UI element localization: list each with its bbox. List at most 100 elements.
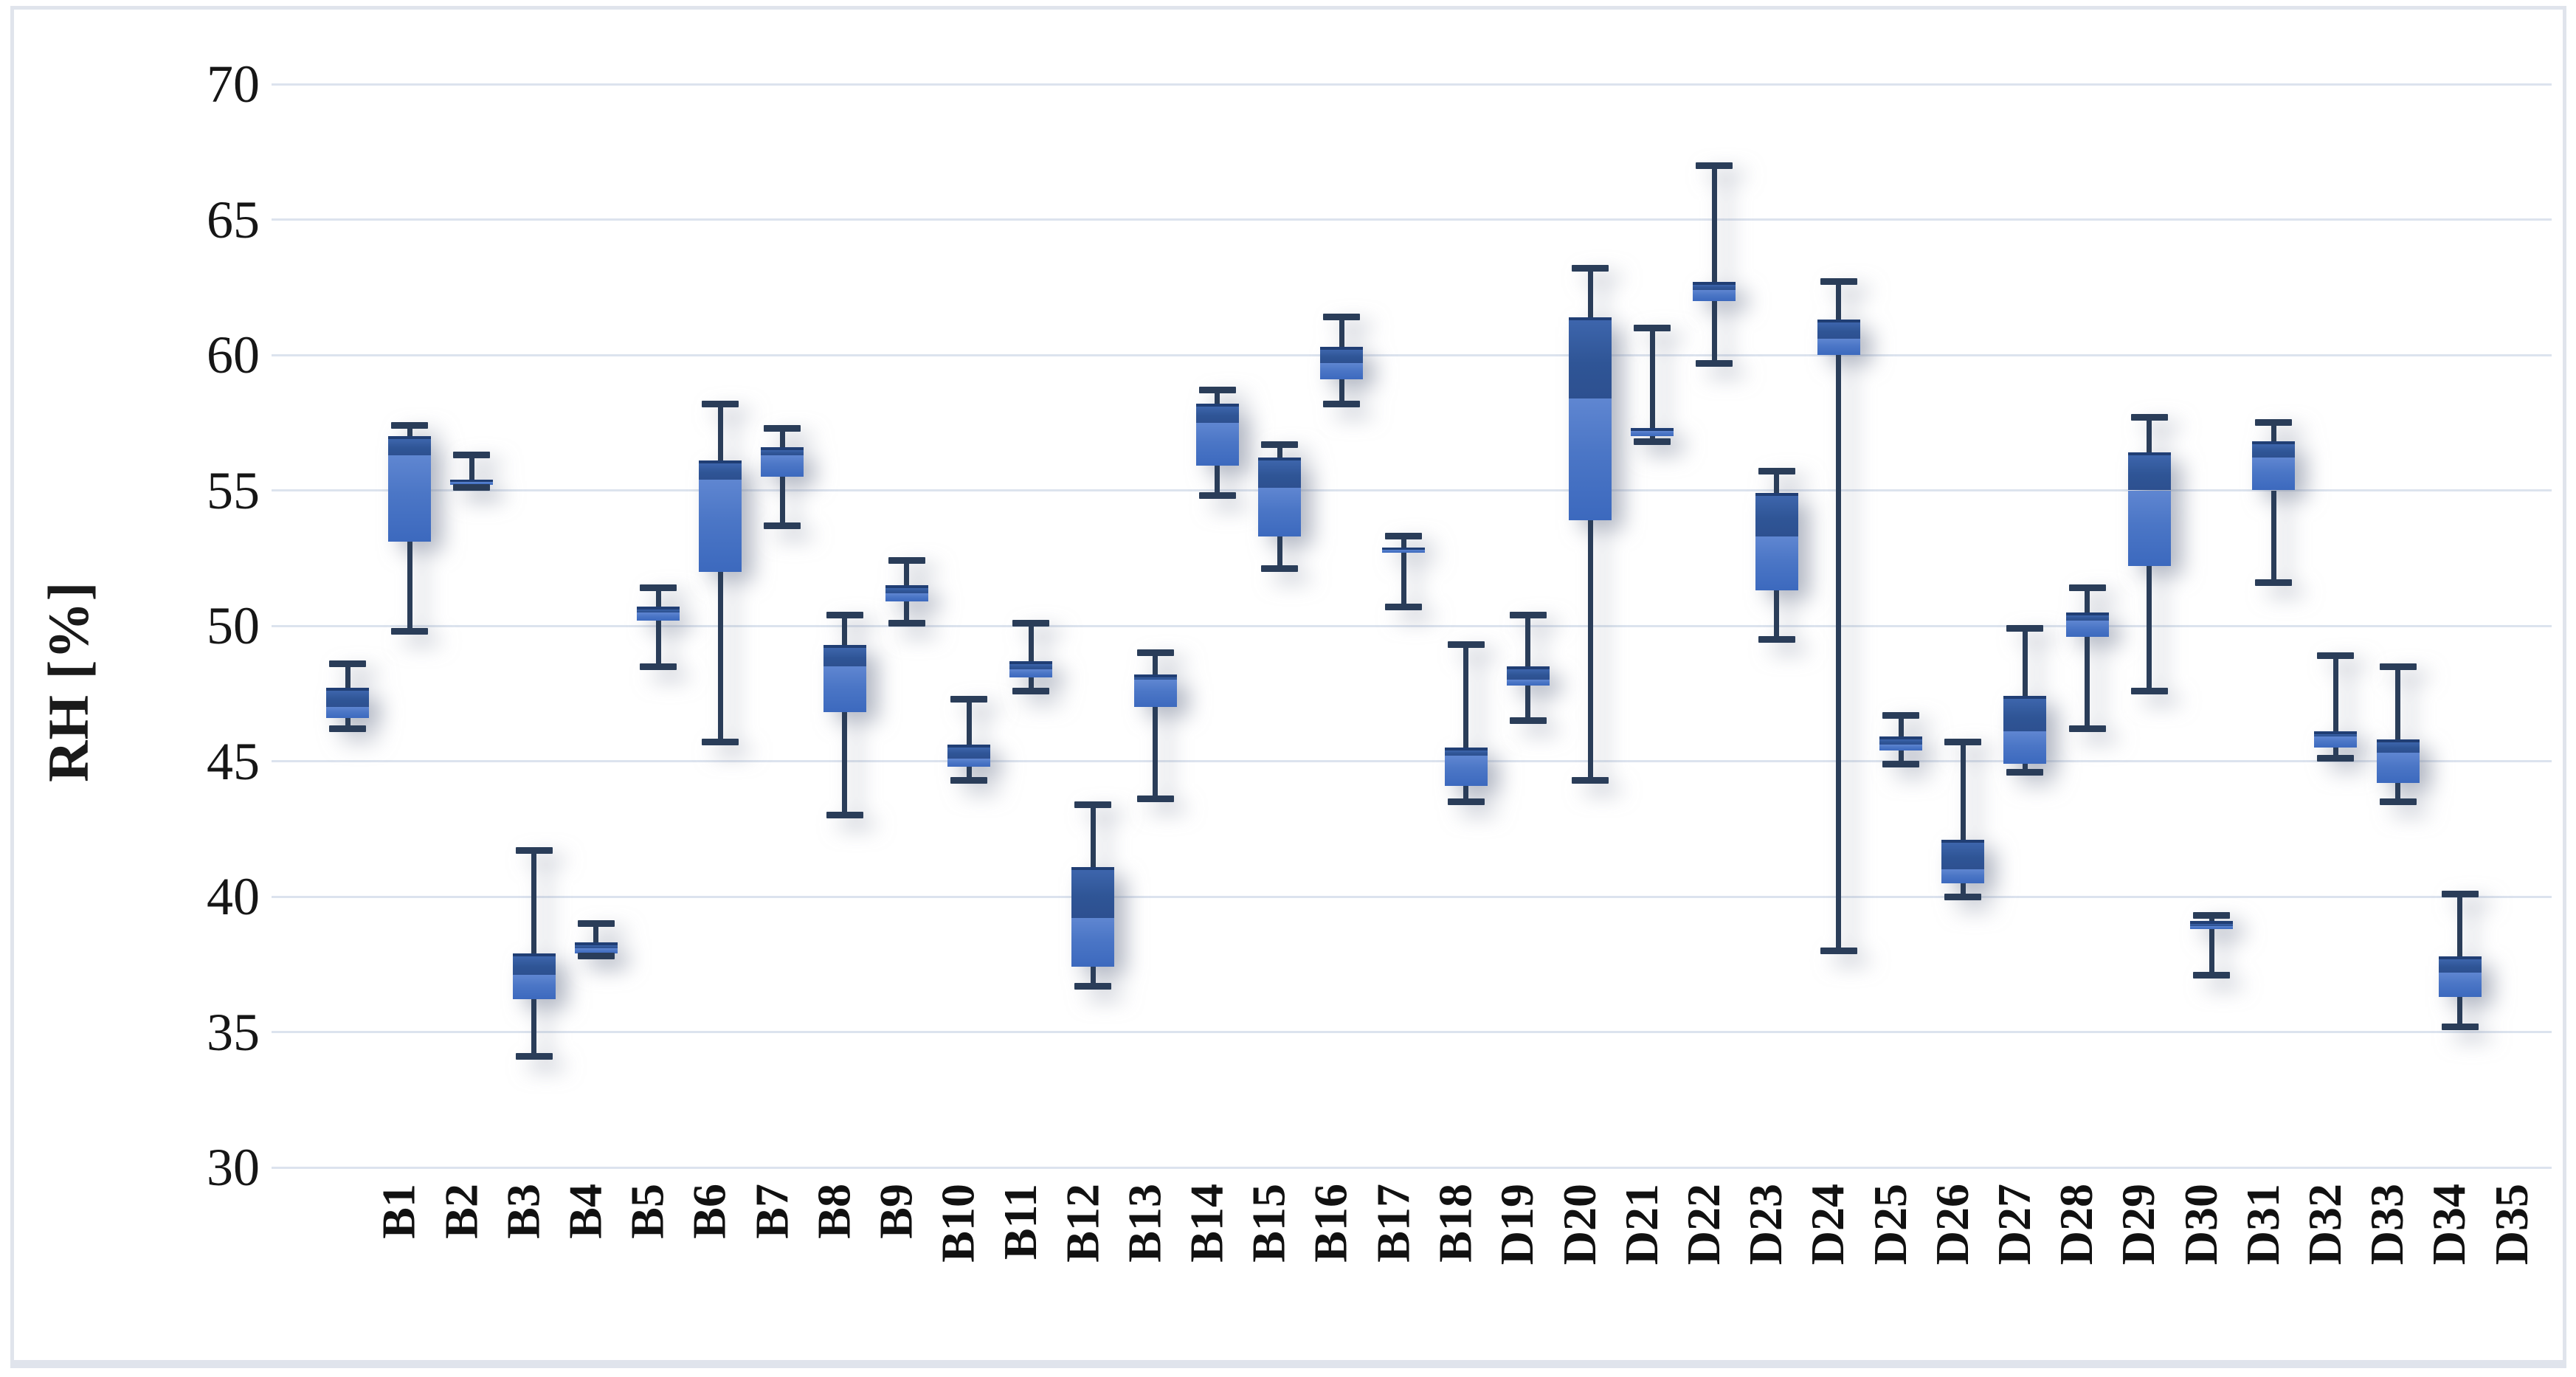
whisker-cap-bottom	[1074, 982, 1112, 990]
box-lower-quartile	[2003, 731, 2047, 765]
whisker-cap-bottom	[1385, 603, 1423, 610]
box-lower-quartile	[1258, 487, 1301, 536]
whisker-line-bottom	[531, 999, 537, 1057]
box-plot[interactable]	[1817, 0, 1860, 1377]
x-tick-label: B14	[1180, 1184, 1233, 1263]
box-upper-quartile	[1133, 674, 1177, 680]
box-plot[interactable]	[1506, 0, 1550, 1377]
box-plot[interactable]	[761, 0, 804, 1377]
box-upper-quartile	[1569, 317, 1612, 398]
box-lower-quartile	[1382, 550, 1426, 553]
whisker-cap-bottom	[826, 812, 863, 819]
x-tick-label: D31	[2237, 1184, 2289, 1266]
box-plot[interactable]	[2065, 0, 2109, 1377]
whisker-cap-bottom	[1572, 776, 1609, 784]
box-plot[interactable]	[1879, 0, 1922, 1377]
whisker-line-top	[2085, 587, 2090, 612]
x-tick-label: D32	[2299, 1184, 2352, 1266]
box-lower-quartile	[1693, 289, 1736, 301]
whisker-line-top	[1587, 268, 1593, 317]
box-plot[interactable]	[326, 0, 369, 1377]
box-lower-quartile	[1506, 680, 1550, 686]
whisker-line-top	[345, 663, 351, 688]
box-plot[interactable]	[885, 0, 928, 1377]
whisker-line-top	[2022, 628, 2028, 697]
whisker-line-top	[469, 455, 474, 480]
box-lower-quartile	[1569, 398, 1612, 520]
box-plot[interactable]	[2252, 0, 2296, 1377]
x-tick-label: B18	[1429, 1184, 1482, 1263]
x-tick-label: B15	[1242, 1184, 1295, 1263]
x-tick-label: B16	[1305, 1184, 1357, 1263]
x-tick-label: B7	[745, 1184, 798, 1239]
box-plot[interactable]	[1071, 0, 1115, 1377]
box-upper-quartile	[2190, 921, 2233, 927]
box-plot[interactable]	[1382, 0, 1426, 1377]
x-tick-label: B2	[435, 1184, 488, 1239]
box-upper-quartile	[1195, 404, 1239, 423]
x-tick-label: B17	[1367, 1184, 1420, 1263]
box-upper-quartile	[1755, 493, 1798, 536]
whisker-line-bottom	[1463, 785, 1469, 802]
box-plot[interactable]	[1569, 0, 1612, 1377]
whisker-line-top	[1898, 715, 1904, 737]
whisker-line-bottom	[1898, 750, 1904, 765]
box-plot[interactable]	[699, 0, 742, 1377]
y-tick-label: 65	[207, 190, 260, 249]
box-lower-quartile	[761, 455, 804, 477]
y-tick-label: 35	[207, 1002, 260, 1062]
box-upper-quartile	[823, 644, 866, 667]
whisker-line-top	[1649, 328, 1655, 429]
box-plot[interactable]	[2127, 0, 2171, 1377]
box-plot[interactable]	[637, 0, 680, 1377]
x-tick-label: D33	[2361, 1184, 2414, 1266]
whisker-cap-bottom	[1012, 687, 1050, 694]
box-plot[interactable]	[2376, 0, 2420, 1377]
box-plot[interactable]	[1320, 0, 1364, 1377]
box-plot[interactable]	[1693, 0, 1736, 1377]
whisker-cap-bottom	[577, 953, 615, 960]
whisker-line-bottom	[1960, 883, 1966, 897]
box-plot[interactable]	[1941, 0, 1985, 1377]
box-plot[interactable]	[823, 0, 866, 1377]
box-upper-quartile	[699, 460, 742, 480]
box-plot[interactable]	[1258, 0, 1301, 1377]
box-plot[interactable]	[388, 0, 432, 1377]
box-plot[interactable]	[512, 0, 556, 1377]
box-plot[interactable]	[1195, 0, 1239, 1377]
whisker-cap-bottom	[1261, 565, 1298, 573]
box-upper-quartile	[388, 436, 432, 455]
box-upper-quartile	[2252, 441, 2296, 458]
box-plot[interactable]	[1133, 0, 1177, 1377]
y-tick-label: 30	[207, 1138, 260, 1197]
box-plot[interactable]	[1444, 0, 1488, 1377]
box-plot[interactable]	[1631, 0, 1674, 1377]
box-upper-quartile	[1382, 547, 1426, 551]
box-plot[interactable]	[947, 0, 990, 1377]
x-tick-label: D35	[2485, 1184, 2538, 1266]
whisker-line-bottom	[1836, 355, 1842, 951]
box-plot[interactable]	[450, 0, 494, 1377]
box-plot[interactable]	[574, 0, 618, 1377]
whisker-line-bottom	[966, 766, 972, 781]
box-lower-quartile	[512, 975, 556, 1000]
whisker-line-top	[717, 404, 723, 461]
whisker-line-bottom	[2395, 782, 2401, 802]
box-plot[interactable]	[1009, 0, 1053, 1377]
whisker-cap-bottom	[2255, 579, 2293, 586]
box-plot[interactable]	[1755, 0, 1798, 1377]
whisker-line-bottom	[655, 620, 661, 667]
box-plot[interactable]	[2190, 0, 2233, 1377]
whisker-line-top	[1090, 804, 1096, 867]
box-plot[interactable]	[2438, 0, 2482, 1377]
y-tick-label: 40	[207, 867, 260, 926]
whisker-cap-bottom	[391, 627, 429, 635]
whisker-line-top	[2332, 655, 2338, 732]
box-lower-quartile	[388, 455, 432, 542]
box-plot[interactable]	[2314, 0, 2358, 1377]
box-plot[interactable]	[2003, 0, 2047, 1377]
whisker-line-top	[2395, 666, 2401, 740]
box-upper-quartile	[2003, 696, 2047, 732]
box-lower-quartile	[2065, 620, 2109, 637]
